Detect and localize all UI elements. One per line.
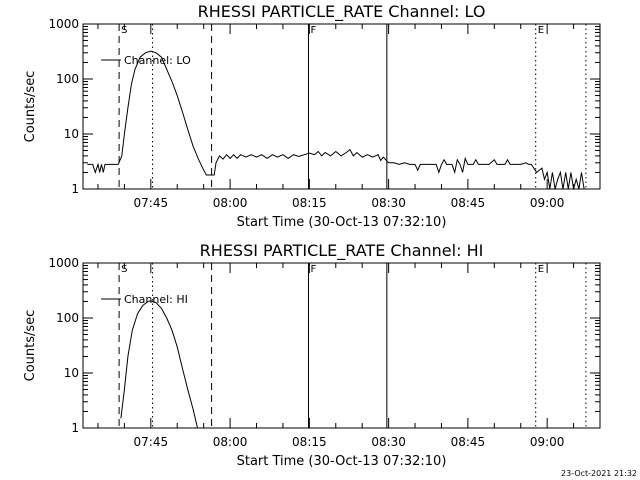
plot-timestamp: 23-Oct-2021 21:32 [561,469,637,478]
y-tick-label: 1000 [48,256,79,270]
event-marker-label: E [538,25,544,36]
x-tick-label: 09:00 [530,196,565,210]
y-tick-label: 1 [71,421,79,435]
y-tick-label: 10 [64,127,79,141]
event-marker-label: F [310,264,316,275]
x-tick-label: 08:30 [371,196,406,210]
x-tick-label: 08:45 [451,435,486,449]
event-marker-label: S [121,264,127,275]
y-tick-label: 100 [56,72,79,86]
event-marker-label: S [121,25,127,36]
y-tick-label: 100 [56,311,79,325]
series-line [120,300,198,429]
x-tick-label: 07:45 [134,435,169,449]
y-tick-label: 1 [71,182,79,196]
y-axis-label: Counts/sec [23,71,38,143]
y-tick-label: 1000 [48,17,79,31]
x-tick-label: 08:30 [371,435,406,449]
legend-label: Channel: HI [124,293,188,306]
x-tick-label: 09:00 [530,435,565,449]
x-tick-label: 08:45 [451,196,486,210]
y-tick-label: 10 [64,366,79,380]
x-tick-label: 08:15 [292,196,327,210]
event-marker-label: F [310,25,316,36]
x-axis-label: Start Time (30-Oct-13 07:32:10) [237,454,447,469]
plot-frame [82,262,601,429]
y-axis-label: Counts/sec [23,310,38,382]
series-line [87,50,585,190]
legend-label: Channel: LO [124,54,191,67]
x-tick-label: 08:00 [213,435,248,449]
chart-title: RHESSI PARTICLE_RATE Channel: HI [200,241,484,261]
chart-title: RHESSI PARTICLE_RATE Channel: LO [198,2,486,22]
plot-frame [82,23,601,190]
x-axis-label: Start Time (30-Oct-13 07:32:10) [237,215,447,230]
event-marker-label: E [538,264,544,275]
x-tick-label: 08:00 [213,196,248,210]
x-tick-label: 08:15 [292,435,327,449]
x-tick-label: 07:45 [134,196,169,210]
